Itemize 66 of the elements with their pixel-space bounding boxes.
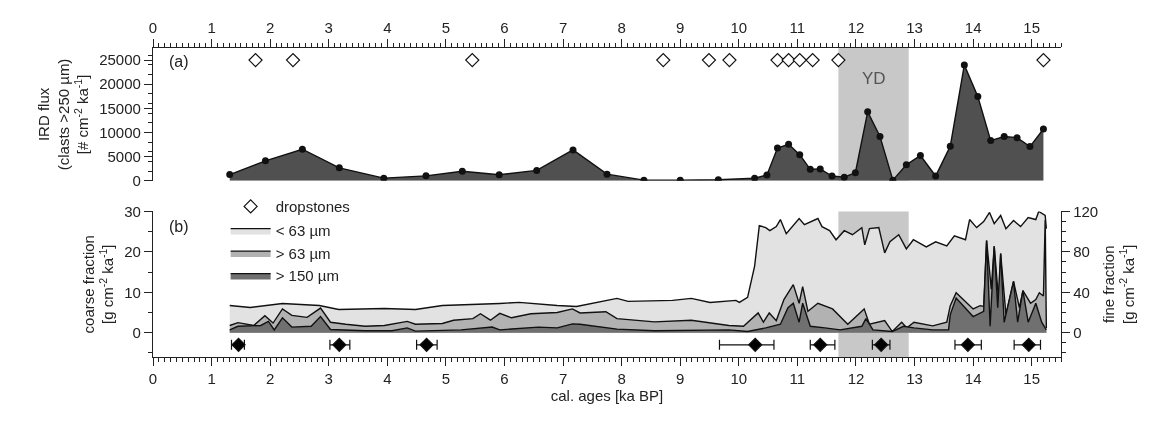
point <box>656 52 671 68</box>
y2-tick-label: 80 <box>1073 243 1090 261</box>
x-tick-label: 1 <box>207 18 216 36</box>
y-tick-label: 0 <box>132 323 141 341</box>
y-tick-label: 0 <box>132 172 141 190</box>
y2-tick-label: 120 <box>1073 202 1099 220</box>
x-tick-label: 13 <box>906 18 923 36</box>
y-tick-label: 5000 <box>107 147 141 165</box>
x-tick-label: 0 <box>148 18 158 36</box>
x-tick-label: 2 <box>265 18 275 36</box>
y-tick-label: 10 <box>124 283 141 301</box>
x-tick-label: 6 <box>500 18 509 36</box>
point <box>722 52 737 68</box>
x-tick-label: 3 <box>324 18 333 36</box>
x-tick-label: 11 <box>789 370 806 388</box>
x-tick-label: 4 <box>383 18 392 36</box>
y-tick-label: 20000 <box>99 75 141 93</box>
y2-tick-label: 40 <box>1073 283 1090 301</box>
point <box>465 52 480 68</box>
x-tick-label: 8 <box>617 370 626 388</box>
x-tick-label: 9 <box>676 370 685 388</box>
x-tick-label: 10 <box>730 370 748 388</box>
x-tick-label: 15 <box>1023 18 1041 36</box>
legend-label: > 150 µm <box>275 267 339 285</box>
x-tick-label: 7 <box>558 370 568 388</box>
annotation: (a) <box>169 53 189 70</box>
x-tick-label: 14 <box>964 370 982 388</box>
x-tick-label: 6 <box>500 370 509 388</box>
x-tick-label: 1 <box>207 370 216 388</box>
point <box>805 52 820 68</box>
point <box>701 52 717 68</box>
x-tick-label: 12 <box>847 370 865 388</box>
x-tick-label: 2 <box>265 370 275 388</box>
x-axis-title: cal. ages [ka BP] <box>550 387 664 405</box>
x-tick-label: 4 <box>383 370 392 388</box>
x-tick-label: 5 <box>441 370 451 388</box>
band-label: YD <box>862 69 886 88</box>
annotation: (b) <box>169 218 189 235</box>
x-tick-label: 0 <box>148 370 158 388</box>
point <box>781 52 796 68</box>
y-tick-label: 15000 <box>99 99 141 117</box>
x-tick-label: 12 <box>847 18 865 36</box>
x-tick-label: 5 <box>441 18 451 36</box>
y-tick-label: 30 <box>124 202 141 220</box>
legend-label: < 63 µm <box>275 222 331 240</box>
x-tick-label: 3 <box>324 370 333 388</box>
point <box>285 52 301 68</box>
y-tick-label: 20 <box>124 243 141 261</box>
legend-label: dropstones <box>275 198 350 216</box>
x-tick-label: 7 <box>558 18 568 36</box>
x-tick-label: 11 <box>789 18 806 36</box>
point <box>792 52 807 68</box>
x-tick-label: 13 <box>906 370 923 388</box>
y2-tick-label: 0 <box>1073 323 1082 341</box>
y-tick-label: 25000 <box>99 51 141 69</box>
y-tick-label: 10000 <box>99 123 141 141</box>
point <box>1036 52 1051 68</box>
legend-label: > 63 µm <box>275 244 331 262</box>
x-tick-label: 8 <box>617 18 626 36</box>
x-tick-label: 14 <box>964 18 982 36</box>
x-tick-label: 10 <box>730 18 748 36</box>
x-tick-label: 9 <box>676 18 685 36</box>
point <box>770 52 785 68</box>
x-tick-label: 15 <box>1023 370 1041 388</box>
point <box>248 52 263 68</box>
point <box>831 52 846 68</box>
